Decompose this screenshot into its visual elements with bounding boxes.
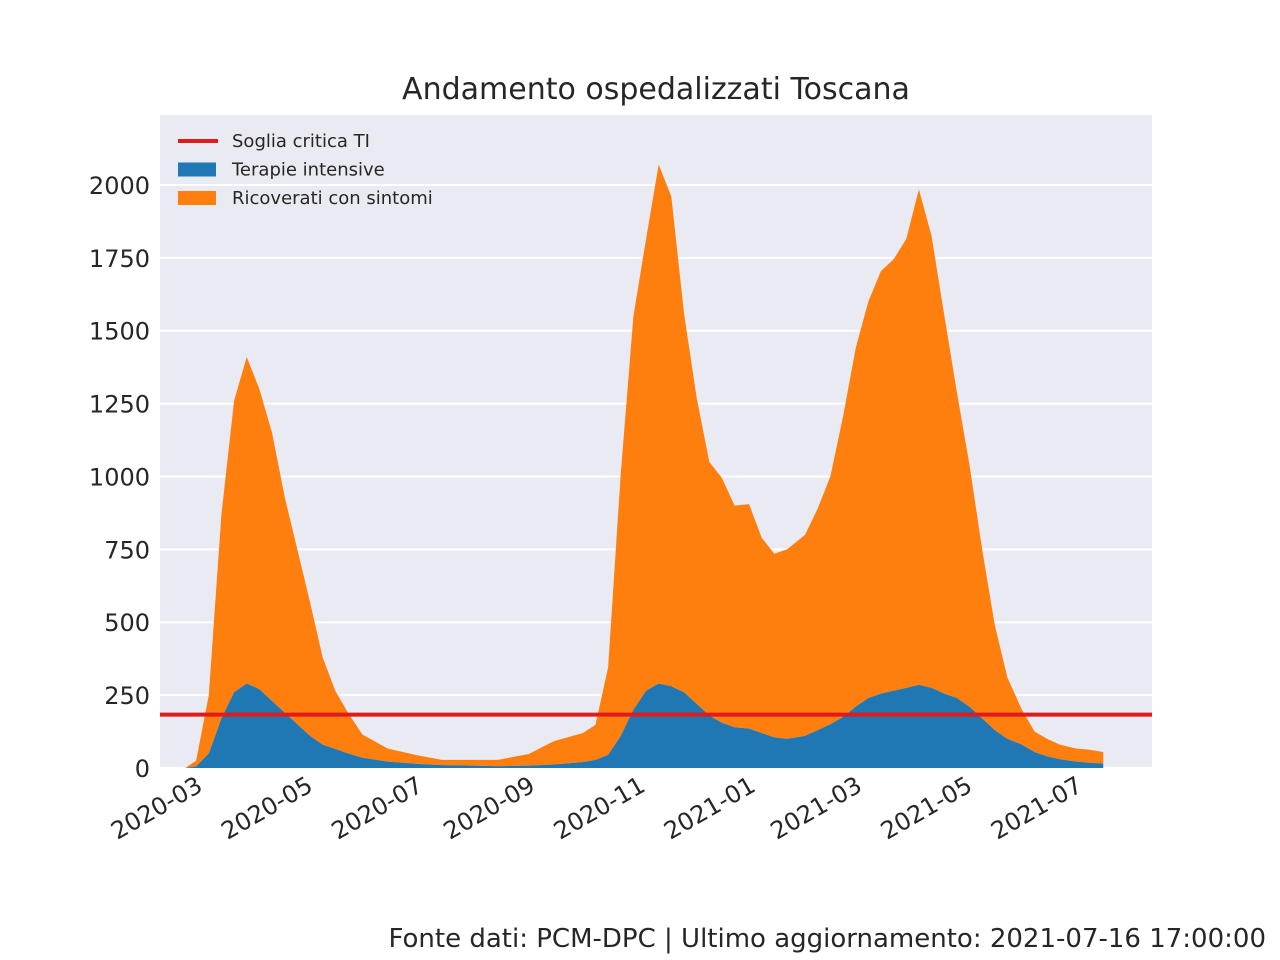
y-tick-label: 500 <box>104 609 150 637</box>
x-tick-label: 2020-05 <box>217 771 318 845</box>
x-tick-label: 2021-01 <box>659 771 760 845</box>
y-axis: 0 250 500 750 1000 1250 1500 1750 2000 <box>89 172 150 783</box>
legend-swatch <box>178 162 216 177</box>
legend-item-ricoverati: Ricoverati con sintomi <box>178 188 433 209</box>
area-series-group <box>185 164 1104 768</box>
x-tick-label: 2021-03 <box>766 771 867 845</box>
x-tick-label: 2020-09 <box>439 771 540 845</box>
footer-source-text: Fonte dati: PCM-DPC | Ultimo aggiornamen… <box>388 924 1267 954</box>
legend-swatch <box>178 191 216 205</box>
y-tick-label: 1750 <box>89 245 150 273</box>
x-tick-label: 2020-11 <box>549 771 650 845</box>
legend: Soglia critica TI Terapie intensive Ricove… <box>178 131 433 209</box>
x-axis: 2020-03 2020-05 2020-07 2020-09 2020-11 2021-… <box>106 771 1087 845</box>
x-tick-label: 2021-07 <box>986 771 1087 845</box>
legend-label: Ricoverati con sintomi <box>232 188 433 209</box>
y-tick-label: 1250 <box>89 391 150 419</box>
legend-label: Soglia critica TI <box>232 131 370 152</box>
legend-item-terapie-intensive: Terapie intensive <box>178 160 385 181</box>
y-tick-label: 1500 <box>89 318 150 346</box>
y-tick-label: 2000 <box>89 172 150 200</box>
area-series-ricoverati-con-sintomi <box>185 164 1104 768</box>
legend-label: Terapie intensive <box>231 160 385 181</box>
legend-item-soglia-critica: Soglia critica TI <box>178 131 370 152</box>
x-tick-label: 2020-07 <box>327 771 428 845</box>
y-tick-label: 1000 <box>89 463 150 491</box>
x-tick-label: 2021-05 <box>876 771 977 845</box>
y-tick-label: 0 <box>135 755 150 783</box>
area-series-terapie-intensive <box>185 683 1104 768</box>
y-tick-label: 250 <box>104 682 150 710</box>
x-tick-label: 2020-03 <box>106 771 207 845</box>
chart-title: Andamento ospedalizzati Toscana <box>402 72 910 107</box>
y-tick-label: 750 <box>104 536 150 564</box>
